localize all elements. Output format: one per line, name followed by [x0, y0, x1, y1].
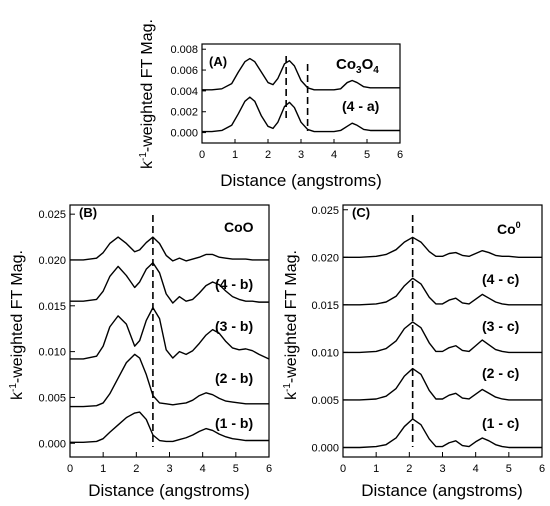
panel-a-series-label-4a: (4 - a) — [342, 98, 379, 114]
panel-a-ytick-label-3: 0.006 — [170, 65, 198, 77]
panel-b-xtick-label-6: 6 — [266, 463, 272, 475]
panel-c-series-line-2 — [343, 321, 542, 354]
panel-b-series-label-2b: (2 - b) — [215, 370, 253, 386]
panel-c-series-label-4c: (4 - c) — [482, 271, 519, 287]
panel-a-dashed-lines — [285, 56, 309, 131]
panel-b-series-line-0 — [70, 236, 269, 262]
panel-a-ylabel-sup: -1 — [138, 152, 149, 161]
panel-c-ref-sup: 0 — [516, 220, 521, 230]
panel-b-ytick-label-3: 0.015 — [38, 301, 66, 313]
panel-b-series-line-3 — [70, 353, 269, 408]
panel-b-ytick-label-4: 0.020 — [38, 255, 66, 267]
panel-c-xtick-label-3: 3 — [439, 463, 445, 475]
panel-a-reference-label: Co3O4 — [336, 56, 379, 76]
panel-c-series — [343, 236, 542, 449]
panel-b-ylabel: k-1-weighted FT Mag. — [8, 250, 26, 400]
panel-c-ylabel: k-1-weighted FT Mag. — [282, 250, 300, 400]
panel-c: 0 1 2 3 4 5 6 0.000 0.005 0.010 0.015 0.020 0.025 (C… — [282, 204, 545, 500]
panel-b-ytick-label-1: 0.005 — [38, 392, 66, 404]
panel-c-xtick-label-6: 6 — [539, 463, 545, 475]
panel-c-ytick-label-4: 0.020 — [311, 252, 339, 264]
panel-c-ytick-label-3: 0.015 — [311, 300, 339, 312]
panel-c-series-line-4 — [343, 418, 542, 449]
panel-c-ytick-label-0: 0.000 — [311, 442, 339, 454]
panel-b-xtick-label-4: 4 — [200, 463, 206, 475]
panel-b-xlabel: Distance (angstroms) — [88, 481, 250, 500]
panel-a-xtick-label-3: 3 — [298, 149, 304, 161]
panel-a-xtick-label-2: 2 — [265, 149, 271, 161]
panel-b-series-line-1 — [70, 262, 269, 304]
panel-a-ytick-label-2: 0.004 — [170, 86, 198, 98]
panel-c-xtick-label-5: 5 — [506, 463, 512, 475]
panel-a-xtick-label-0: 0 — [199, 149, 205, 161]
panel-a-xtick-label-6: 6 — [397, 149, 403, 161]
panel-c-xlabel: Distance (angstroms) — [361, 481, 523, 500]
panel-a-xtick-label-4: 4 — [331, 149, 337, 161]
panel-a-xtick-label-1: 1 — [232, 149, 238, 161]
panel-b-series-label-1b: (1 - b) — [215, 415, 253, 431]
panel-c-xtick-label-2: 2 — [406, 463, 412, 475]
panel-b-series-label-3b: (3 - b) — [215, 318, 253, 334]
panel-b-series-label-4b: (4 - b) — [215, 276, 253, 292]
panel-a-ylabel-rest: -weighted FT Mag. — [139, 19, 156, 152]
panel-c-ytick-label-2: 0.010 — [311, 347, 339, 359]
panel-b-ytick-label-2: 0.010 — [38, 347, 66, 359]
panel-b-ylabel-rest: -weighted FT Mag. — [9, 250, 26, 383]
panel-a-ytick-label-1: 0.002 — [170, 107, 198, 119]
panel-a-xtick-label-5: 5 — [364, 149, 370, 161]
panel-c-series-label-2c: (2 - c) — [482, 365, 519, 381]
panel-c-series-label-3c: (3 - c) — [482, 318, 519, 334]
panel-a-ytick-label-4: 0.008 — [170, 44, 198, 56]
panel-b-xtick-label-0: 0 — [67, 463, 73, 475]
panel-b-series-line-4 — [70, 411, 269, 444]
panel-a-ylabel: k-1-weighted FT Mag. — [138, 19, 156, 169]
panel-b-series-line-2 — [70, 306, 270, 360]
panel-a-ylabel-k: k — [139, 160, 156, 169]
panel-b-ylabel-sup: -1 — [8, 383, 19, 392]
panel-c-ytick-label-1: 0.005 — [311, 395, 339, 407]
panel-b-label: (B) — [79, 205, 97, 220]
panel-a-series-line-1 — [202, 96, 400, 133]
panel-c-ref-main: Co — [497, 221, 516, 237]
panel-b-ylabel-k: k — [9, 391, 26, 400]
panel-c-series-label-1c: (1 - c) — [482, 415, 519, 431]
panel-c-label: (C) — [352, 205, 370, 220]
panel-b-reference-label: CoO — [224, 219, 254, 235]
panel-a-xlabel: Distance (angstroms) — [220, 171, 382, 190]
panel-c-xtick-label-0: 0 — [340, 463, 346, 475]
panel-c-ylabel-k: k — [283, 391, 300, 400]
panel-c-series-line-3 — [343, 367, 542, 401]
panel-b-series — [70, 236, 270, 444]
panel-a-label: (A) — [209, 54, 227, 69]
panel-b-ytick-label-0: 0.000 — [38, 438, 66, 450]
panel-b: 0 1 2 3 4 5 6 0.000 0.005 0.010 0.015 0.020 0.025 (B… — [8, 204, 272, 500]
panel-c-reference-label: Co0 — [497, 220, 521, 237]
panel-a-ytick-label-0: 0.000 — [170, 128, 198, 140]
panel-c-ylabel-sup: -1 — [282, 383, 293, 392]
panel-a-series — [202, 57, 400, 133]
panel-a-ref-mid: O — [362, 56, 374, 73]
panel-b-xtick-label-2: 2 — [133, 463, 139, 475]
panel-c-ytick-label-5: 0.025 — [311, 205, 339, 217]
panel-a-series-line-0 — [202, 57, 400, 91]
panel-a-ref-main: Co — [336, 56, 356, 73]
panel-c-xtick-label-1: 1 — [373, 463, 379, 475]
panel-b-xtick-label-3: 3 — [166, 463, 172, 475]
panel-c-series-line-1 — [343, 277, 542, 306]
panel-b-xtick-label-1: 1 — [100, 463, 106, 475]
panel-c-ylabel-rest: -weighted FT Mag. — [283, 250, 300, 383]
panel-c-xtick-label-4: 4 — [473, 463, 479, 475]
panel-a-ref-sub1: 3 — [356, 65, 362, 76]
panel-b-xtick-label-5: 5 — [233, 463, 239, 475]
panel-c-ticks: 0 1 2 3 4 5 6 0.000 0.005 0.010 0.015 0.020 0.025 — [311, 205, 545, 475]
panel-b-ytick-label-5: 0.025 — [38, 209, 66, 221]
panel-b-ticks: 0 1 2 3 4 5 6 0.000 0.005 0.010 0.015 0.020 0.025 — [38, 209, 272, 475]
panel-a-ref-sub2: 4 — [373, 65, 379, 76]
panel-c-series-line-0 — [343, 236, 542, 258]
